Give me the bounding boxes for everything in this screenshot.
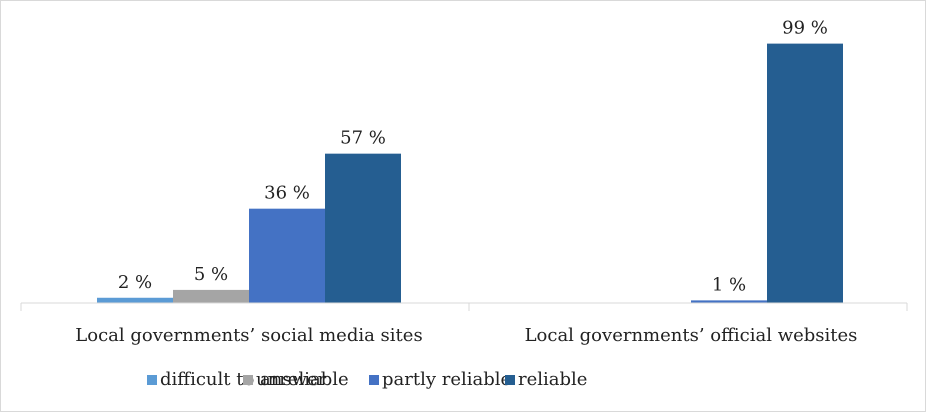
bar-unreliable-cat-0 — [173, 289, 249, 303]
data-label-difficult-to-answer-cat-0: 2 % — [118, 272, 152, 293]
legend-swatch-difficult-to-answer — [147, 375, 157, 385]
legend-swatch-reliable — [505, 375, 515, 385]
legend-swatch-unreliable — [243, 375, 253, 385]
data-label-partly-reliable-cat-1: 1 % — [712, 274, 746, 295]
data-label-partly-reliable-cat-0: 36 % — [264, 183, 310, 204]
legend-swatch-partly-reliable — [369, 375, 379, 385]
bar-difficult-to-answer-cat-0 — [97, 297, 173, 303]
bar-reliable-cat-1 — [767, 43, 843, 304]
legend-label-reliable: reliable — [518, 369, 587, 390]
bars-group — [97, 43, 843, 304]
data-label-reliable-cat-0: 57 % — [340, 128, 386, 149]
legend-label-unreliable: unreliable — [256, 369, 349, 390]
legend-label-partly-reliable: partly reliable — [382, 369, 511, 390]
data-label-unreliable-cat-0: 5 % — [194, 264, 228, 285]
bar-partly-reliable-cat-1 — [691, 300, 767, 303]
category-labels-group: Local governments’ social media sites Loc… — [75, 325, 857, 346]
category-label-1: Local governments’ official websites — [525, 325, 858, 346]
data-label-reliable-cat-1: 99 % — [782, 18, 828, 39]
bar-reliable-cat-0 — [325, 153, 401, 303]
data-labels-group: 2 % 5 % 36 % 57 % 1 % 99 % — [118, 18, 828, 296]
bar-partly-reliable-cat-0 — [249, 208, 325, 303]
category-label-0: Local governments’ social media sites — [75, 325, 422, 346]
